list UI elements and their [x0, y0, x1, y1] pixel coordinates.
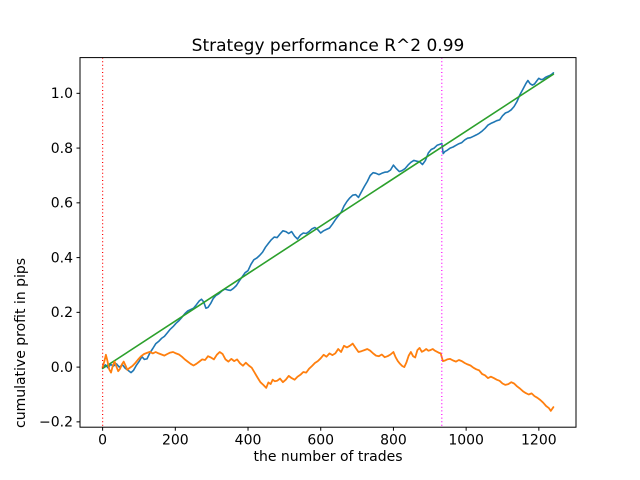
y-tick-label: 0.0 [51, 360, 73, 376]
x-axis-label: the number of trades [253, 449, 403, 465]
x-tick-label: 800 [380, 433, 407, 449]
y-tick-label: 0.6 [51, 196, 73, 212]
series-green-linear-fit [101, 73, 555, 370]
y-tick-label: 0.2 [51, 305, 73, 321]
y-tick-label: −0.2 [39, 415, 73, 431]
x-tick-label: 400 [235, 433, 262, 449]
series-blue-cumulative-profit [101, 72, 555, 374]
axes-spines [79, 57, 577, 428]
y-tick-label: 1.0 [51, 86, 73, 102]
y-tick-label: 0.8 [51, 141, 73, 157]
x-tick-label: 1200 [521, 433, 557, 449]
x-tick-label: 600 [307, 433, 334, 449]
x-tick-label: 1000 [448, 433, 484, 449]
series-orange-residual-profit [101, 342, 555, 412]
x-tick-label: 200 [162, 433, 189, 449]
y-tick-label: 0.4 [51, 250, 73, 266]
chart-title: Strategy performance R^2 0.99 [191, 36, 465, 56]
y-axis-label: cumulative profit in pips [13, 257, 29, 428]
x-tick-label: 0 [98, 433, 107, 449]
